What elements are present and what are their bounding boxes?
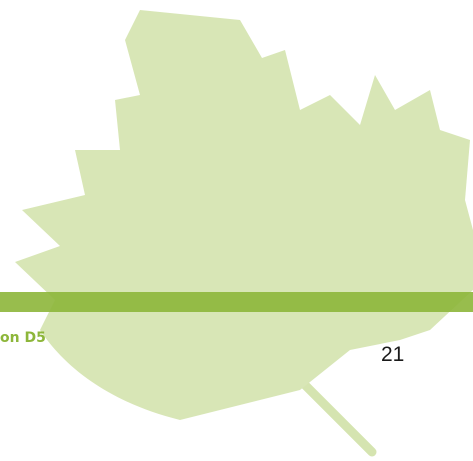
section-label: on D5 xyxy=(0,330,46,346)
leaf-stem xyxy=(300,380,372,452)
page-art xyxy=(0,0,473,461)
page: on D5 21 (() => { const data = JSON.pars… xyxy=(0,0,473,461)
footer-bar xyxy=(0,292,473,312)
page-number: 21 xyxy=(381,343,404,367)
